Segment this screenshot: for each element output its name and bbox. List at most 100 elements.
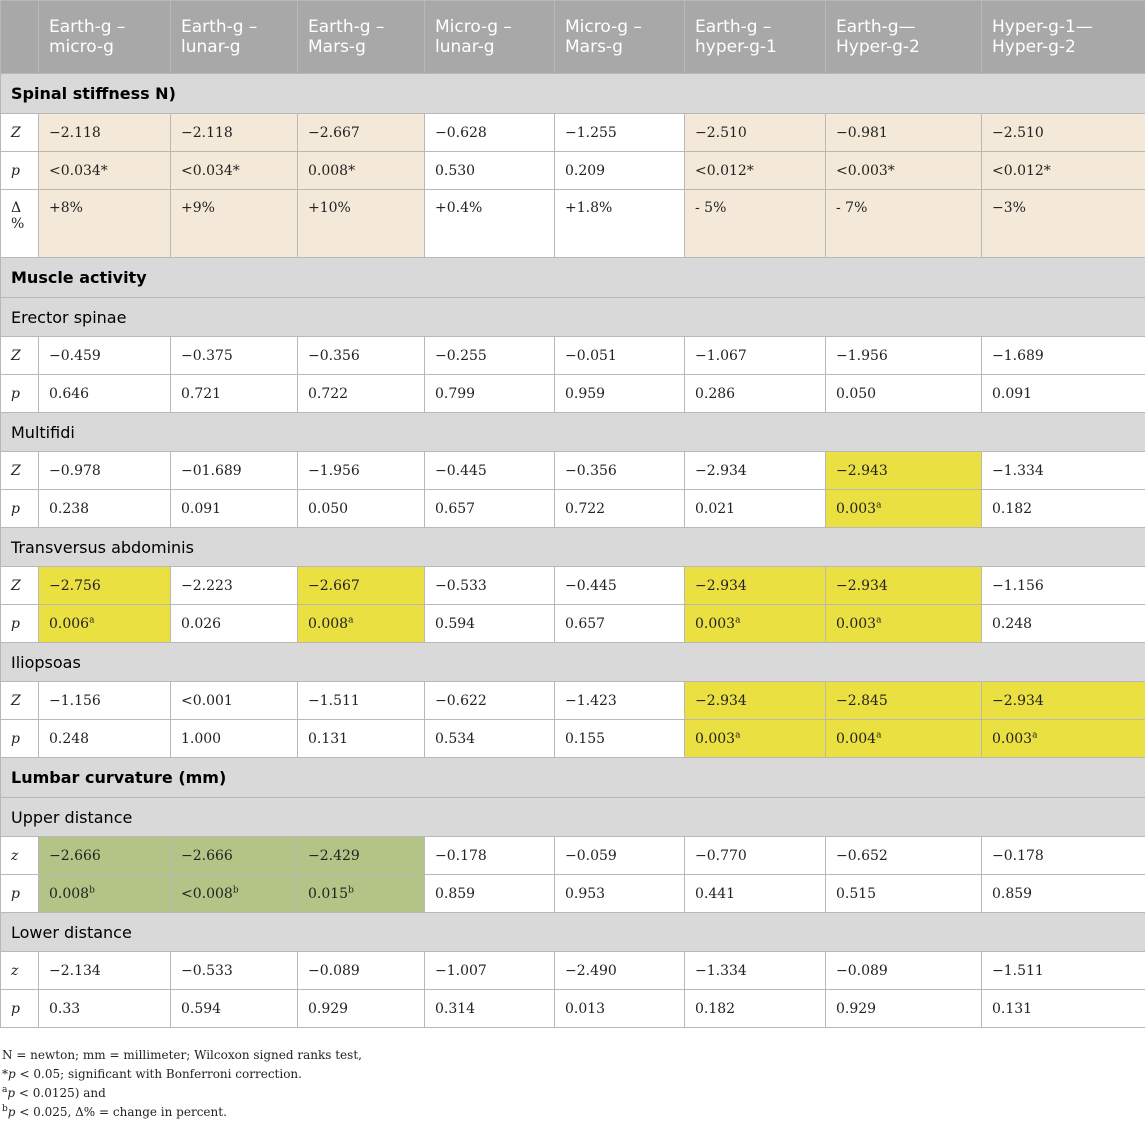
section-row: Lumbar curvature (mm) bbox=[0, 757, 1145, 798]
table-cell: 0.050 bbox=[825, 374, 982, 413]
table-row: p 0.006a 0.026 0.008a 0.594 0.657 0.003a… bbox=[0, 604, 1145, 643]
column-header: Hyper-g-1—Hyper-g-2 bbox=[981, 0, 1145, 74]
table-row: Z −1.156 <0.001 −1.511 −0.622 −1.423 −2.… bbox=[0, 681, 1145, 720]
table-cell: −0.255 bbox=[424, 336, 555, 375]
cell-value: <0.008 bbox=[181, 885, 233, 902]
table-cell: - 5% bbox=[684, 189, 826, 258]
stat-label: p bbox=[0, 874, 39, 913]
table-cell: 0.594 bbox=[424, 604, 555, 643]
column-header: Earth-g – Mars-g bbox=[297, 0, 425, 74]
table-cell: −2.510 bbox=[981, 113, 1145, 152]
cell-value: 0.238 bbox=[49, 500, 90, 517]
cell-value: 0.248 bbox=[992, 615, 1033, 632]
table-cell: −2.429 bbox=[297, 836, 425, 875]
table-cell: −1.156 bbox=[981, 566, 1145, 605]
percent-symbol: % bbox=[11, 216, 25, 232]
footnote-p: p bbox=[8, 1067, 16, 1081]
table-cell: −2.756 bbox=[38, 566, 171, 605]
footnote-marker: a bbox=[735, 614, 741, 625]
column-header: Earth-g – micro-g bbox=[38, 0, 171, 74]
cell-value: 0.008 bbox=[308, 615, 349, 632]
cell-value: 0.026 bbox=[181, 615, 222, 632]
table-cell: 1.000 bbox=[170, 719, 298, 758]
footnote-p: p bbox=[7, 1105, 16, 1119]
table-row: z −2.134 −0.533 −0.089 −1.007 −2.490 −1.… bbox=[0, 951, 1145, 990]
cell-value: 0.003 bbox=[992, 730, 1033, 747]
table-cell: <0.012* bbox=[684, 151, 826, 190]
table-cell: 0.859 bbox=[424, 874, 555, 913]
column-header: Earth-g – lunar-g bbox=[170, 0, 298, 74]
table-cell: −2.118 bbox=[38, 113, 171, 152]
subsection-row: Multifidi bbox=[0, 412, 1145, 452]
cell-value: 0.722 bbox=[565, 500, 606, 517]
footnote-text: < 0.025, Δ% = change in percent. bbox=[15, 1105, 227, 1119]
stat-label: p bbox=[0, 374, 39, 413]
cell-value: 0.248 bbox=[49, 730, 90, 747]
table-cell: −2.845 bbox=[825, 681, 982, 720]
table-cell: +9% bbox=[170, 189, 298, 258]
cell-value: 0.003 bbox=[836, 615, 877, 632]
cell-value: 0.657 bbox=[435, 500, 476, 517]
table-cell: −0.652 bbox=[825, 836, 982, 875]
cell-value: 0.657 bbox=[565, 615, 606, 632]
footnote-symbol: * bbox=[2, 1067, 8, 1081]
table-cell: 0.026 bbox=[170, 604, 298, 643]
table-cell: <0.001 bbox=[170, 681, 298, 720]
table-cell: −2.666 bbox=[38, 836, 171, 875]
table-footnotes: N = newton; mm = millimeter; Wilcoxon si… bbox=[2, 1046, 1142, 1122]
cell-value: 0.003 bbox=[695, 615, 736, 632]
table-row: Z −0.459 −0.375 −0.356 −0.255 −0.051 −1.… bbox=[0, 336, 1145, 375]
table-cell: 0.006a bbox=[38, 604, 171, 643]
cell-value: 0.534 bbox=[435, 730, 476, 747]
stat-label: Z bbox=[0, 681, 39, 720]
subsection-title: Transversus abdominis bbox=[0, 527, 1145, 567]
results-table: Earth-g – micro-g Earth-g – lunar-g Eart… bbox=[0, 0, 1145, 1028]
table-cell: −0.051 bbox=[554, 336, 685, 375]
table-row: p 0.008b <0.008b 0.015b 0.859 0.953 0.44… bbox=[0, 874, 1145, 913]
column-header: Earth-g—Hyper-g-2 bbox=[825, 0, 982, 74]
table-cell: 0.182 bbox=[684, 989, 826, 1028]
table-row: p 0.248 1.000 0.131 0.534 0.155 0.003a 0… bbox=[0, 719, 1145, 758]
stat-label: p bbox=[0, 719, 39, 758]
table-cell: 0.594 bbox=[170, 989, 298, 1028]
table-cell: +1.8% bbox=[554, 189, 685, 258]
table-cell: −2.943 bbox=[825, 451, 982, 490]
table-cell: −1.689 bbox=[981, 336, 1145, 375]
table-cell: −2.934 bbox=[684, 451, 826, 490]
stat-label: p bbox=[0, 989, 39, 1028]
cell-value: 0.131 bbox=[308, 730, 349, 747]
table-cell: 0.209 bbox=[554, 151, 685, 190]
table-cell: 0.155 bbox=[554, 719, 685, 758]
table-cell: −01.689 bbox=[170, 451, 298, 490]
table-cell: 0.646 bbox=[38, 374, 171, 413]
subsection-row: Transversus abdominis bbox=[0, 527, 1145, 567]
table-cell: <0.003* bbox=[825, 151, 982, 190]
table-row: p <0.034* <0.034* 0.008* 0.530 0.209 <0.… bbox=[0, 151, 1145, 190]
table-cell: −0.978 bbox=[38, 451, 171, 490]
table-cell: −2.666 bbox=[170, 836, 298, 875]
table-cell: 0.003a bbox=[981, 719, 1145, 758]
table-cell: 0.003a bbox=[684, 719, 826, 758]
table-cell: 0.050 bbox=[297, 489, 425, 528]
table-cell: 0.657 bbox=[424, 489, 555, 528]
table-cell: 0.013 bbox=[554, 989, 685, 1028]
column-header-row: Earth-g – micro-g Earth-g – lunar-g Eart… bbox=[0, 0, 1145, 74]
table-cell: −2.118 bbox=[170, 113, 298, 152]
table-cell: −1.156 bbox=[38, 681, 171, 720]
table-cell: −1.255 bbox=[554, 113, 685, 152]
table-cell: 0.929 bbox=[297, 989, 425, 1028]
stat-label: Z bbox=[0, 451, 39, 490]
table-cell: 0.722 bbox=[297, 374, 425, 413]
cell-value: 0.091 bbox=[181, 500, 222, 517]
table-cell: 0.657 bbox=[554, 604, 685, 643]
subsection-row: Lower distance bbox=[0, 912, 1145, 952]
column-header: Micro-g – lunar-g bbox=[424, 0, 555, 74]
table-cell: −1.423 bbox=[554, 681, 685, 720]
table-cell: 0.008b bbox=[38, 874, 171, 913]
table-cell: −0.981 bbox=[825, 113, 982, 152]
table-cell: −0.059 bbox=[554, 836, 685, 875]
cell-value: 0.441 bbox=[695, 885, 736, 902]
subsection-title: Multifidi bbox=[0, 412, 1145, 452]
table-cell: −2.934 bbox=[684, 566, 826, 605]
footnote-marker: a bbox=[2, 1085, 8, 1095]
